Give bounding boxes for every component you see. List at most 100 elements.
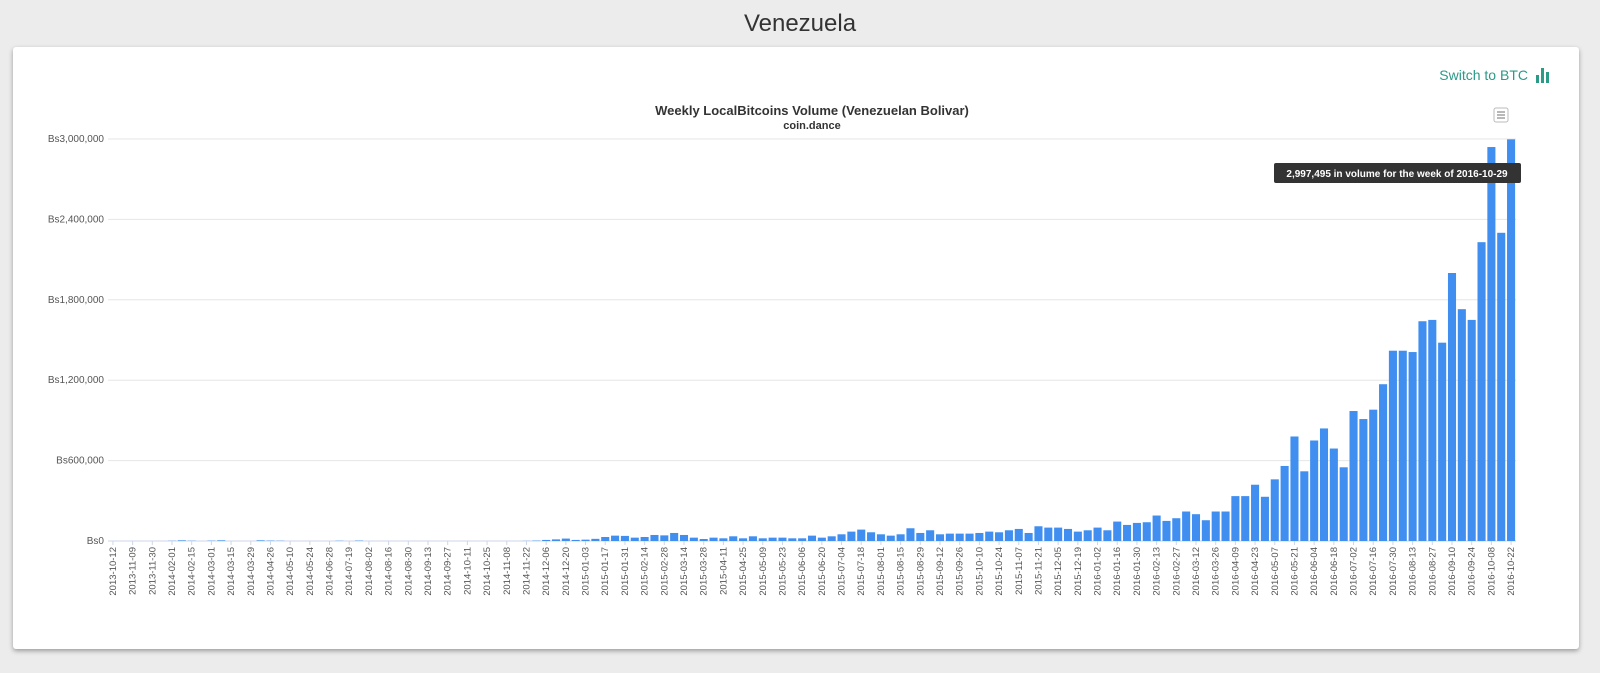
bar[interactable] <box>876 534 885 541</box>
bar[interactable] <box>985 531 994 541</box>
bar[interactable] <box>591 538 600 541</box>
bar[interactable] <box>1349 411 1358 541</box>
bar[interactable] <box>719 538 728 541</box>
bar[interactable] <box>1201 520 1210 541</box>
bar[interactable] <box>1398 350 1407 541</box>
bar[interactable] <box>650 534 659 541</box>
bar[interactable] <box>1290 436 1299 541</box>
bar[interactable] <box>1034 526 1043 541</box>
bar[interactable] <box>1063 528 1073 541</box>
bar[interactable] <box>975 532 984 541</box>
bar[interactable] <box>1310 440 1319 542</box>
bar[interactable] <box>1329 448 1338 541</box>
bar[interactable] <box>1388 350 1397 541</box>
bar[interactable] <box>1191 514 1201 541</box>
bar[interactable] <box>1270 479 1279 541</box>
bar[interactable] <box>601 536 610 541</box>
bar[interactable] <box>1251 484 1260 541</box>
bar[interactable] <box>1319 428 1329 541</box>
bar[interactable] <box>748 536 757 541</box>
bar[interactable] <box>1507 139 1516 541</box>
bar[interactable] <box>679 534 689 541</box>
bar[interactable] <box>1221 511 1230 541</box>
bar[interactable] <box>1024 532 1033 541</box>
bar[interactable] <box>1457 309 1466 541</box>
bar[interactable] <box>640 536 649 541</box>
bar[interactable] <box>1142 522 1151 541</box>
bar[interactable] <box>1132 522 1141 541</box>
bar[interactable] <box>1408 352 1417 541</box>
bar[interactable] <box>945 533 954 541</box>
bar[interactable] <box>1438 342 1447 541</box>
bar[interactable] <box>1211 511 1220 541</box>
bar[interactable] <box>857 529 866 541</box>
bar[interactable] <box>847 531 856 541</box>
bar[interactable] <box>1418 321 1427 541</box>
bar[interactable] <box>1487 147 1496 541</box>
bar[interactable] <box>1241 496 1250 541</box>
bar[interactable] <box>995 532 1004 541</box>
bar[interactable] <box>1447 273 1457 541</box>
bar[interactable] <box>1280 465 1289 541</box>
bar[interactable] <box>1083 530 1092 541</box>
bar[interactable] <box>916 532 925 541</box>
bar[interactable] <box>1182 511 1191 541</box>
bar[interactable] <box>935 534 945 541</box>
bar[interactable] <box>1123 524 1132 541</box>
bar[interactable] <box>1467 319 1476 541</box>
bar[interactable] <box>1073 531 1082 541</box>
bar[interactable] <box>1359 419 1368 541</box>
bar[interactable] <box>896 534 905 541</box>
bar[interactable] <box>778 537 787 541</box>
bar[interactable] <box>837 534 846 541</box>
bar[interactable] <box>581 539 590 541</box>
bar[interactable] <box>571 539 580 541</box>
bar[interactable] <box>1339 467 1348 541</box>
hamburger-menu-icon[interactable] <box>1493 107 1509 123</box>
bar[interactable] <box>699 538 708 541</box>
bar[interactable] <box>1014 528 1023 541</box>
bar[interactable] <box>867 532 876 541</box>
bar[interactable] <box>965 533 974 541</box>
bar[interactable] <box>758 538 767 541</box>
bar[interactable] <box>827 536 836 541</box>
bar[interactable] <box>611 535 620 541</box>
bar[interactable] <box>1477 242 1486 541</box>
bar[interactable] <box>817 537 826 541</box>
bar[interactable] <box>955 533 964 541</box>
bar[interactable] <box>1093 527 1102 541</box>
bar[interactable] <box>1152 515 1161 541</box>
bar[interactable] <box>689 537 698 541</box>
bar[interactable] <box>807 535 817 541</box>
bar[interactable] <box>906 528 915 541</box>
bar[interactable] <box>886 535 895 541</box>
bar[interactable] <box>926 530 935 541</box>
bar[interactable] <box>1497 232 1506 542</box>
bar[interactable] <box>217 540 226 541</box>
switch-to-btc-button[interactable]: Switch to BTC <box>1439 67 1549 83</box>
bar[interactable] <box>551 539 561 541</box>
bar[interactable] <box>1231 496 1240 541</box>
bar[interactable] <box>620 535 629 541</box>
bar[interactable] <box>542 539 551 541</box>
bar[interactable] <box>660 535 669 541</box>
bar[interactable] <box>1113 521 1122 541</box>
bar[interactable] <box>177 540 186 541</box>
bar[interactable] <box>1428 319 1437 541</box>
bar[interactable] <box>709 537 718 541</box>
bar[interactable] <box>561 538 570 541</box>
bar[interactable] <box>1103 530 1112 541</box>
bar[interactable] <box>798 538 807 541</box>
bar[interactable] <box>1369 409 1378 541</box>
bar[interactable] <box>630 537 639 541</box>
bar[interactable] <box>256 540 265 541</box>
bar[interactable] <box>1172 518 1181 541</box>
bar[interactable] <box>670 532 679 541</box>
bar[interactable] <box>768 537 777 541</box>
bar[interactable] <box>1300 471 1309 541</box>
bar[interactable] <box>729 536 738 541</box>
bar[interactable] <box>739 538 748 541</box>
bar[interactable] <box>788 538 797 541</box>
bar[interactable] <box>1044 527 1053 541</box>
bar[interactable] <box>1054 527 1063 541</box>
